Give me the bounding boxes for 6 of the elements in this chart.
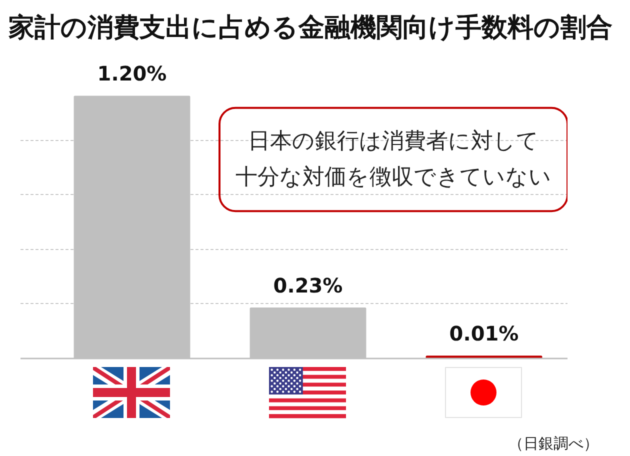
data-label: 0.23% xyxy=(273,273,343,298)
text: （日銀調べ） xyxy=(508,434,598,452)
data-label: 1.20% xyxy=(97,61,167,86)
chart-title: 家計の消費支出に占める金融機関向け手数料の割合 xyxy=(8,13,612,43)
data-label: 0.01% xyxy=(449,321,519,346)
annotation: 日本の銀行は消費者に対して十分な対価を徴収できていない xyxy=(236,128,552,190)
